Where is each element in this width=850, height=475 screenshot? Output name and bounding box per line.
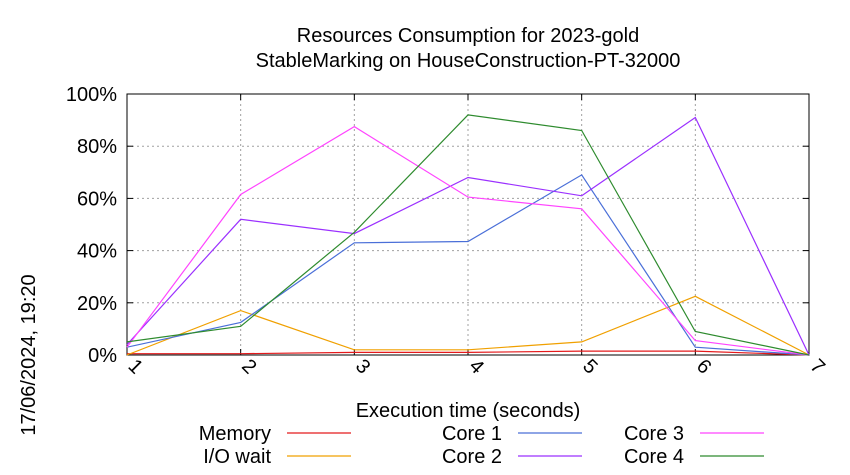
x-tick-label: 7 (806, 355, 829, 378)
series-line-core-4 (126, 114, 810, 356)
legend-label-core-3: Core 3 (624, 423, 684, 445)
series-line-core-1 (126, 174, 810, 356)
series-line-core-2 (126, 116, 810, 356)
x-tick-label: 5 (578, 355, 601, 378)
legend-label-core-2: Core 2 (442, 446, 502, 468)
chart-title-line1: Resources Consumption for 2023-gold (297, 25, 639, 47)
legend-label-core-4: Core 4 (624, 446, 684, 468)
legend-label-memory: Memory (199, 423, 271, 445)
series-lines (126, 114, 810, 356)
grid (127, 94, 809, 355)
x-tick-label: 2 (237, 355, 260, 378)
legend-label-core-1: Core 1 (442, 423, 502, 445)
y-tick-label: 60% (77, 188, 117, 210)
x-tick-label: 4 (465, 355, 488, 378)
series-line-i-o-wait (126, 295, 810, 356)
y-tick-label: 0% (88, 345, 117, 367)
y-tick-label: 40% (77, 241, 117, 263)
timestamp-label: 17/06/2024, 19:20 (18, 274, 40, 435)
x-tick-label: 1 (124, 355, 147, 378)
series-line-memory (127, 350, 810, 356)
y-tick-label: 100% (66, 84, 117, 106)
y-tick-label: 20% (77, 293, 117, 315)
legend-label-i-o-wait: I/O wait (203, 446, 271, 468)
x-tick-label: 6 (692, 355, 715, 378)
series-line-core-3 (126, 125, 810, 356)
y-tick-label: 80% (77, 136, 117, 158)
x-tick-label: 3 (351, 355, 374, 378)
chart-title-line2: StableMarking on HouseConstruction-PT-32… (256, 50, 681, 72)
x-axis-label: Execution time (seconds) (356, 400, 581, 422)
y-axis-ticks: 0% 20% 40% 60% 80% 100% (66, 84, 809, 367)
